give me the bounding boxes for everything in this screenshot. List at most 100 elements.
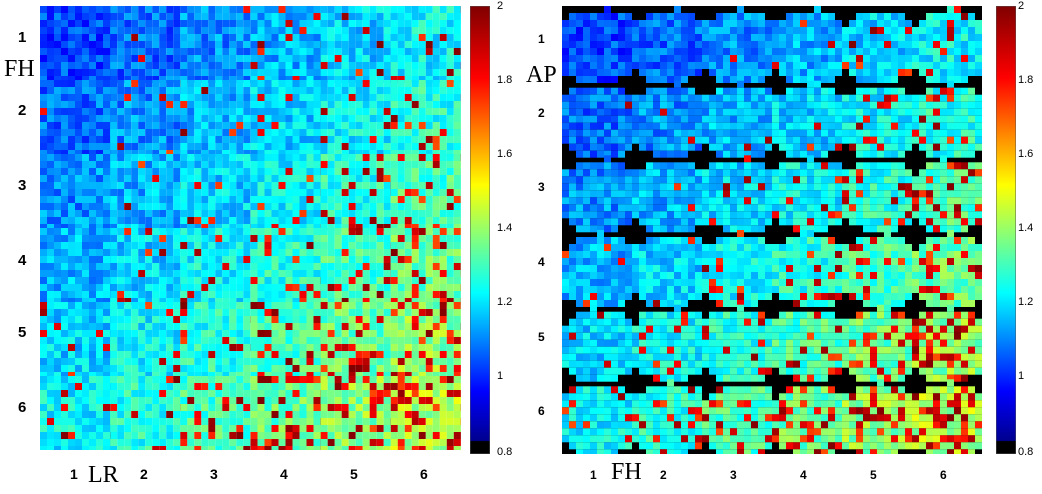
tile-r6-c6 <box>912 379 982 454</box>
tile-r5-c4 <box>772 311 842 382</box>
left-row-label-1: 1 <box>18 29 27 46</box>
left-colorbar-tick-1.8: 1.8 <box>497 74 513 86</box>
left-row-label-3: 3 <box>18 177 27 194</box>
tile-r3-c2 <box>632 162 702 233</box>
tile-r5-c6 <box>912 304 982 382</box>
tile-r1-c6 <box>390 6 461 83</box>
right-row-label-4: 4 <box>538 255 545 269</box>
left-row-label-6: 6 <box>18 399 27 416</box>
tile-r3-c6 <box>912 155 982 233</box>
tile-r2-c6 <box>912 80 982 158</box>
tile-r4-c6 <box>912 230 982 307</box>
right-col-label-2: 2 <box>660 468 667 482</box>
tile-r1-c4 <box>250 6 328 83</box>
tile-r1-c2 <box>110 6 188 83</box>
right-colorbar-tick-1.2: 1.2 <box>1018 296 1034 308</box>
tile-r3-c4 <box>250 154 328 231</box>
right-colorbar-tick-1.8: 1.8 <box>1018 74 1034 86</box>
right-row-label-3: 3 <box>538 180 545 194</box>
tile-r2-c4 <box>250 80 328 157</box>
right-row-label-2: 2 <box>538 106 545 120</box>
tile-r3-c2 <box>110 154 188 231</box>
tile-r4-c4 <box>772 230 842 307</box>
tile-r2-c2 <box>110 80 188 157</box>
tile-r4-c5 <box>320 228 398 305</box>
tile-r2-c4 <box>772 80 842 158</box>
tile-r4-c2 <box>110 228 188 305</box>
tile-r5-c6 <box>390 302 461 379</box>
left-row-label-5: 5 <box>18 324 27 341</box>
tile-r3-c3 <box>702 155 772 233</box>
tile-r6-c2 <box>632 379 702 454</box>
right-colorbar <box>996 6 1016 454</box>
tile-r3-c3 <box>180 154 258 231</box>
left-col-label-1: 1 <box>70 466 78 482</box>
tile-r3-c4 <box>772 155 842 233</box>
right-col-label-1: 1 <box>590 468 597 482</box>
tile-r3-c1 <box>562 155 632 233</box>
tile-r1-c3 <box>702 6 772 83</box>
tile-r5-c3 <box>702 304 772 382</box>
tile-r6-c4 <box>250 376 328 450</box>
left-col-label-5: 5 <box>350 466 358 482</box>
tile-r5-c2 <box>110 302 188 379</box>
tile-r5-c1 <box>562 304 632 382</box>
left-row-label-2: 2 <box>18 102 27 119</box>
tile-r3-c6 <box>390 154 461 231</box>
left-row-label-4: 4 <box>18 252 27 269</box>
left-heatmap-grid <box>40 6 461 450</box>
tile-r1-c5 <box>842 13 912 83</box>
tile-r2-c1 <box>40 80 117 157</box>
tile-r1-c5 <box>320 6 398 83</box>
tile-r6-c5 <box>842 379 912 454</box>
left-colorbar <box>470 6 490 454</box>
tile-r6-c3 <box>702 386 772 454</box>
right-col-label-6: 6 <box>940 468 947 482</box>
tile-r6-c1 <box>40 376 117 450</box>
tile-r4-c1 <box>562 230 632 307</box>
left-colorbar-tick-1.6: 1.6 <box>497 148 513 160</box>
tile-r6-c1 <box>562 386 632 454</box>
left-colorbar-tick-1.2: 1.2 <box>497 296 513 308</box>
right-row-label-5: 5 <box>538 330 545 344</box>
tile-r4-c1 <box>40 228 117 305</box>
left-colorbar-tick-0.8: 0.8 <box>497 446 513 458</box>
tile-r1-c4 <box>772 6 842 83</box>
tile-r3-c5 <box>320 154 398 231</box>
right-row-label-1: 1 <box>538 32 545 46</box>
tile-r6-c6 <box>390 376 461 450</box>
tile-r3-c1 <box>40 154 117 231</box>
left-col-axis-title: LR <box>88 462 119 488</box>
tile-r4-c5 <box>842 230 912 307</box>
tile-r2-c6 <box>390 80 461 157</box>
tile-r1-c2 <box>632 6 702 83</box>
tile-r5-c5 <box>842 304 912 382</box>
right-col-label-3: 3 <box>730 468 737 482</box>
right-row-axis-title: AP <box>526 62 557 88</box>
right-colorbar-tick-1.4: 1.4 <box>1018 222 1034 234</box>
tile-r4-c4 <box>250 228 328 305</box>
left-col-label-3: 3 <box>210 466 218 482</box>
tile-r1-c3 <box>180 6 258 83</box>
tile-r4-c3 <box>702 230 772 307</box>
tile-r2-c5 <box>320 80 398 157</box>
right-heatmap-grid <box>562 6 982 454</box>
right-colorbar-tick-1: 1 <box>1018 370 1025 382</box>
left-row-axis-title: FH <box>4 56 35 82</box>
tile-r2-c5 <box>842 87 912 158</box>
tile-r2-c1 <box>562 87 632 158</box>
tile-r4-c3 <box>180 228 258 305</box>
tile-r1-c6 <box>912 6 982 83</box>
right-colorbar-tick-0.8: 0.8 <box>1018 446 1034 458</box>
tile-r6-c3 <box>180 376 258 450</box>
tile-r5-c3 <box>180 302 258 379</box>
tile-r2-c3 <box>180 80 258 157</box>
tile-r3-c5 <box>842 162 912 233</box>
tile-r6-c4 <box>772 386 842 454</box>
tile-r2-c3 <box>702 80 772 158</box>
left-colorbar-tick-2: 2 <box>497 0 504 12</box>
tile-r4-c2 <box>632 237 702 307</box>
right-col-label-5: 5 <box>870 468 877 482</box>
tile-r5-c4 <box>250 302 328 379</box>
tile-r1-c1 <box>562 6 632 83</box>
